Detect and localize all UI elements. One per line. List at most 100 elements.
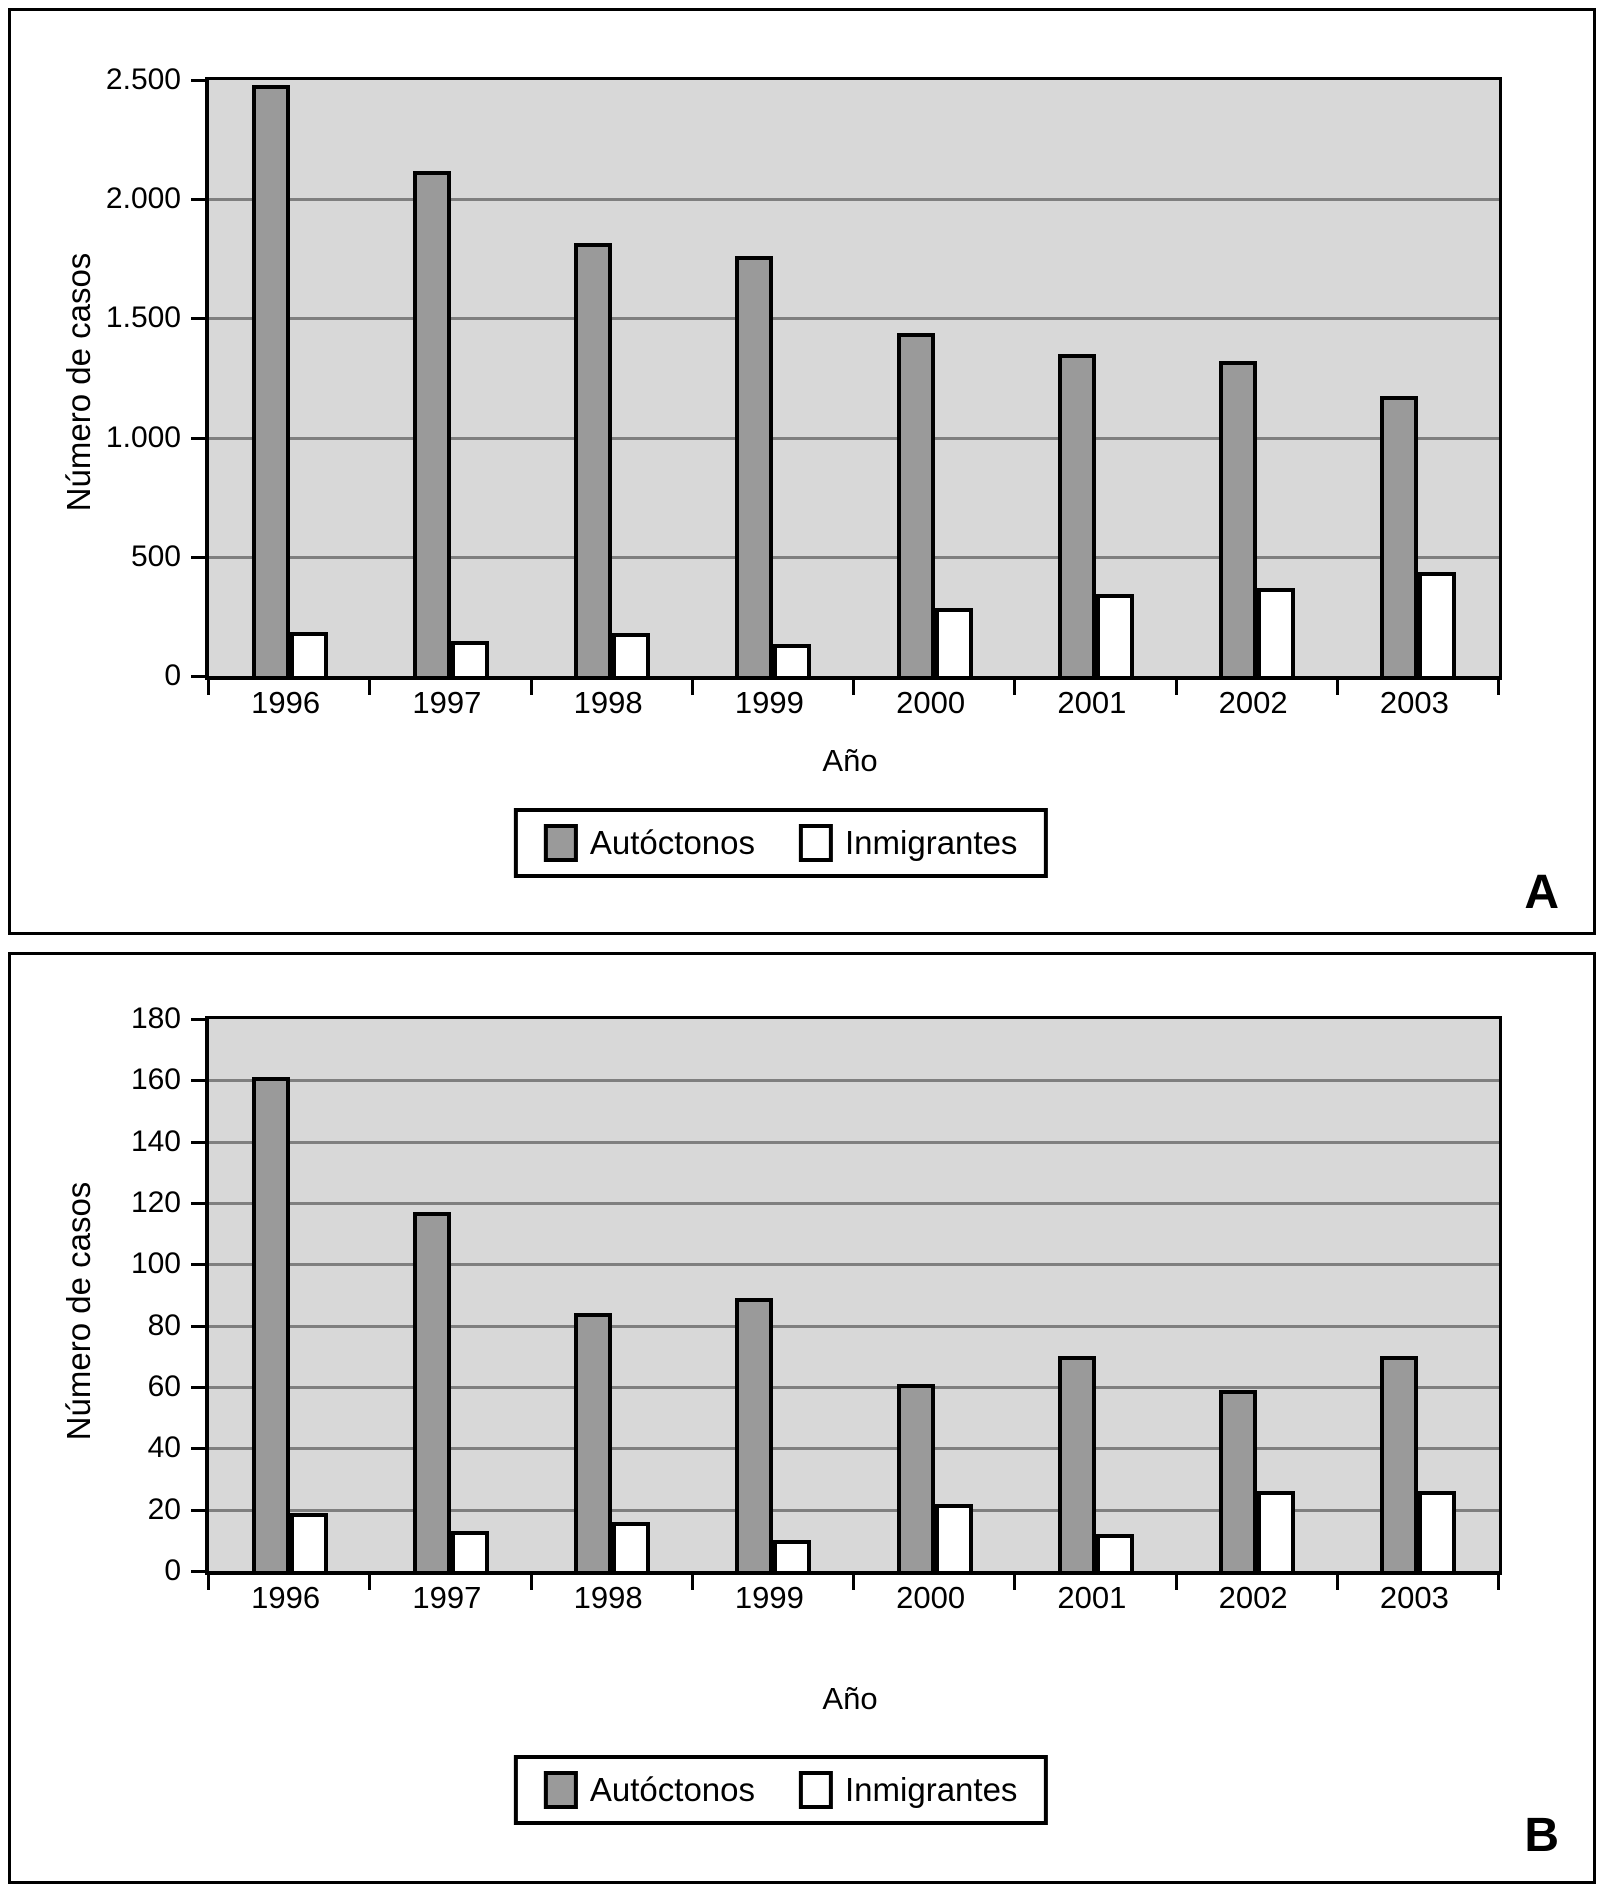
y-axis-tick	[191, 198, 205, 202]
plot-area	[205, 77, 1502, 680]
gridline	[209, 555, 1499, 559]
legend-box: Autóctonos Inmigrantes	[513, 1755, 1048, 1825]
y-axis-tick	[191, 1324, 205, 1328]
bar-inmigrantes-1996	[289, 1513, 328, 1571]
x-year-label: 1997	[412, 1580, 482, 1615]
y-axis-tick	[191, 1263, 205, 1267]
bar-autoctonos-2003	[1380, 1356, 1419, 1571]
bar-inmigrantes-1997	[450, 1531, 489, 1571]
legend-swatch-inmigrantes-icon	[799, 1771, 834, 1809]
x-axis-tick	[529, 680, 533, 695]
gridline	[209, 1202, 1499, 1205]
y-axis-tick	[191, 317, 205, 321]
gridline	[209, 1263, 1499, 1267]
x-axis-tick	[1335, 680, 1339, 695]
x-axis-tick	[1013, 1575, 1017, 1590]
legend-item-autoctonos: Autóctonos	[543, 824, 756, 862]
bar-inmigrantes-2002	[1257, 1491, 1296, 1571]
x-year-label: 2003	[1379, 1580, 1449, 1615]
gridline	[209, 317, 1499, 321]
y-axis-tick-label: 1.000	[105, 420, 181, 454]
x-year-label: 2000	[896, 1580, 966, 1615]
y-axis-tick	[191, 1018, 205, 1021]
x-axis-tick	[1174, 680, 1178, 695]
bar-autoctonos-1997	[412, 171, 451, 676]
legend-swatch-inmigrantes-icon	[799, 824, 834, 862]
bar-inmigrantes-1997	[450, 641, 489, 676]
y-axis-tick-label: 20	[147, 1492, 181, 1526]
legend-swatch-autoctonos-icon	[543, 824, 578, 862]
x-axis-tick	[368, 680, 372, 695]
y-axis-tick-label: 500	[130, 539, 181, 573]
x-year-label: 1998	[573, 1580, 643, 1615]
x-year-label: 2002	[1218, 685, 1288, 720]
bar-autoctonos-2000	[896, 1384, 935, 1571]
bar-inmigrantes-1999	[773, 644, 812, 676]
bar-inmigrantes-2000	[934, 1504, 973, 1571]
y-axis-tick-label: 40	[147, 1431, 181, 1465]
panel-a: Número de casos 0 500 1.000 1.500 2.000 2.500…	[8, 8, 1596, 935]
x-axis-tick	[1497, 1575, 1500, 1590]
y-axis-tick	[191, 1140, 205, 1144]
panel-b: Número de casos 0 20 40 60 80 100 120 140 160 180…	[8, 952, 1596, 1884]
bar-inmigrantes-2001	[1095, 1534, 1134, 1571]
x-year-label: 1998	[573, 685, 643, 720]
bar-autoctonos-2000	[896, 333, 935, 676]
y-axis-tick	[191, 1079, 205, 1083]
y-axis-tick	[191, 1508, 205, 1512]
y-axis-tick	[191, 555, 205, 559]
x-year-label: 2002	[1218, 1580, 1288, 1615]
x-axis-tick	[1174, 1575, 1178, 1590]
gridline	[209, 1508, 1499, 1512]
x-axis-tick	[207, 680, 210, 695]
y-axis-tick-label: 180	[130, 1002, 181, 1035]
gridline	[209, 1079, 1499, 1083]
y-axis-tick-label: 1.500	[105, 301, 181, 335]
x-year-label: 2003	[1379, 685, 1449, 720]
bar-autoctonos-1999	[735, 1298, 774, 1571]
x-axis-tick	[1497, 680, 1500, 695]
x-year-label: 2001	[1057, 685, 1127, 720]
legend-label-inmigrantes: Inmigrantes	[845, 824, 1018, 861]
bar-inmigrantes-2001	[1095, 594, 1134, 676]
x-axis-title: Año	[822, 1681, 878, 1716]
bar-autoctonos-2001	[1057, 1356, 1096, 1571]
x-year-label: 2001	[1057, 1580, 1127, 1615]
legend-label-inmigrantes: Inmigrantes	[845, 1771, 1018, 1808]
legend-label-autoctonos: Autóctonos	[589, 824, 756, 861]
x-axis-tick	[852, 680, 855, 695]
x-year-label: 2000	[896, 685, 966, 720]
x-axis-tick	[368, 1575, 372, 1590]
x-year-label: 1997	[412, 685, 482, 720]
y-axis-tick	[191, 1570, 205, 1573]
bar-inmigrantes-1999	[773, 1540, 812, 1571]
legend-item-inmigrantes: Inmigrantes	[799, 1771, 1017, 1809]
bar-inmigrantes-2003	[1418, 1491, 1457, 1571]
y-axis-tick-label: 120	[130, 1186, 181, 1219]
bar-inmigrantes-1998	[612, 633, 651, 676]
y-axis-tick	[191, 1202, 205, 1205]
plot-area	[205, 1016, 1502, 1575]
y-axis-tick	[191, 675, 205, 678]
y-axis-tick-label: 60	[147, 1370, 181, 1403]
bar-autoctonos-1998	[574, 243, 613, 676]
y-axis-tick-label: 80	[147, 1308, 181, 1342]
legend-item-inmigrantes: Inmigrantes	[799, 824, 1017, 862]
y-axis-tick-label: 2.500	[105, 63, 181, 96]
y-axis-tick-label: 0	[164, 659, 181, 692]
x-axis-title: Año	[822, 743, 878, 778]
gridline	[209, 1386, 1499, 1389]
bar-autoctonos-2001	[1057, 354, 1096, 676]
gridline	[209, 198, 1499, 202]
bar-autoctonos-2003	[1380, 396, 1419, 676]
y-axis-tick-label: 160	[130, 1063, 181, 1097]
y-axis-tick	[191, 79, 205, 82]
gridline	[209, 1140, 1499, 1144]
bar-autoctonos-2002	[1219, 1390, 1258, 1571]
gridline	[209, 1324, 1499, 1328]
x-year-label: 1996	[251, 685, 321, 720]
gridline	[209, 1447, 1499, 1451]
x-axis-tick	[1335, 1575, 1339, 1590]
bar-inmigrantes-1996	[289, 632, 328, 676]
